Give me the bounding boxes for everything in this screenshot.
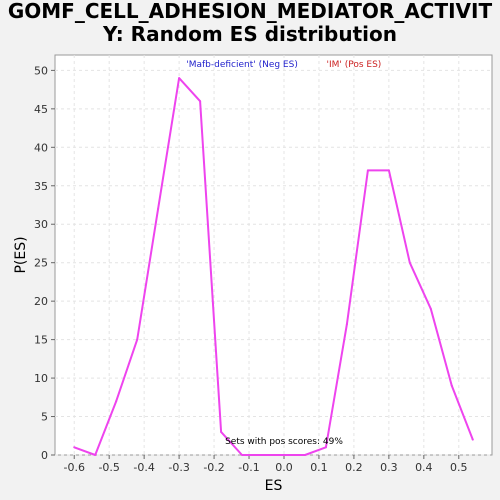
data-point bbox=[472, 439, 474, 441]
x-tick-label: -0.6 bbox=[63, 461, 84, 474]
x-tick-label: -0.5 bbox=[98, 461, 119, 474]
neg-es-label: 'Mafb-deficient' (Neg ES) bbox=[186, 60, 298, 70]
x-tick-label: 0.2 bbox=[345, 461, 363, 474]
y-tick-label: 5 bbox=[41, 411, 48, 424]
data-point bbox=[430, 308, 432, 310]
x-tick-label: 0.5 bbox=[450, 461, 468, 474]
data-point bbox=[346, 323, 348, 325]
x-tick-label: 0.0 bbox=[275, 461, 293, 474]
data-point bbox=[157, 208, 159, 210]
data-point bbox=[115, 400, 117, 402]
data-point bbox=[241, 454, 243, 456]
y-axis-label: P(ES) bbox=[13, 236, 29, 273]
x-tick-label: -0.3 bbox=[168, 461, 189, 474]
data-point bbox=[283, 454, 285, 456]
data-point bbox=[94, 454, 96, 456]
plot-area bbox=[55, 55, 492, 455]
y-tick-label: 15 bbox=[34, 334, 48, 347]
sets-pos-score-text: Sets with pos scores: 49% bbox=[225, 437, 343, 447]
pos-es-label: 'IM' (Pos ES) bbox=[326, 60, 381, 70]
data-point bbox=[262, 454, 264, 456]
x-tick-label: -0.4 bbox=[133, 461, 154, 474]
data-point bbox=[388, 169, 390, 171]
data-point bbox=[136, 339, 138, 341]
x-tick-label: 0.1 bbox=[310, 461, 328, 474]
y-tick-label: 35 bbox=[34, 180, 48, 193]
data-point bbox=[367, 169, 369, 171]
x-tick-label: -0.1 bbox=[238, 461, 259, 474]
data-point bbox=[73, 446, 75, 448]
data-point bbox=[220, 431, 222, 433]
data-point bbox=[199, 100, 201, 102]
data-point bbox=[304, 454, 306, 456]
x-tick-label: -0.2 bbox=[203, 461, 224, 474]
y-tick-label: 25 bbox=[34, 257, 48, 270]
y-tick-label: 50 bbox=[34, 64, 48, 77]
data-point bbox=[178, 77, 180, 79]
x-axis-label: ES bbox=[265, 478, 283, 494]
y-tick-label: 0 bbox=[41, 449, 48, 462]
y-tick-label: 10 bbox=[34, 372, 48, 385]
y-tick-label: 20 bbox=[34, 295, 48, 308]
y-tick-label: 30 bbox=[34, 218, 48, 231]
x-tick-label: 0.3 bbox=[380, 461, 398, 474]
data-point bbox=[451, 385, 453, 387]
y-tick-label: 45 bbox=[34, 103, 48, 116]
y-tick-label: 40 bbox=[34, 141, 48, 154]
data-point bbox=[409, 262, 411, 264]
x-tick-label: 0.4 bbox=[415, 461, 433, 474]
